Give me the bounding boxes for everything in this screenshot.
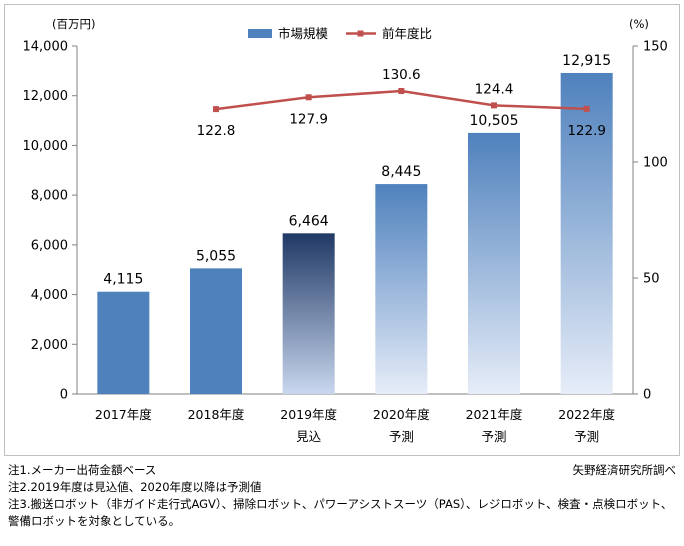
bar-value-label: 8,445: [381, 164, 421, 180]
bar-1: [97, 291, 150, 394]
growth-rate-label: 122.9: [567, 123, 606, 139]
growth-rate-label: 122.8: [197, 123, 236, 139]
line-series: 122.8 127.9 130.6 124.4 122.9: [197, 67, 606, 139]
left-axis: 0 2,000 4,000 6,000 8,000 10,000 12,000 14,000: [23, 40, 633, 403]
left-tick-label: 2,000: [31, 338, 68, 353]
bar-value-label: 6,464: [289, 213, 329, 229]
growth-rate-label: 124.4: [475, 81, 514, 97]
growth-rate-label: 127.9: [289, 111, 328, 127]
growth-rate-marker: [213, 106, 219, 113]
bar-2: [190, 268, 242, 394]
legend-line-marker: [357, 30, 364, 37]
footnote-1: 注1.メーカー出荷金額ベース: [8, 463, 157, 477]
footnote-2: 注2.2019年度は見込値、2020年度以降は予測値: [8, 480, 262, 494]
right-tick-label: 150: [643, 40, 668, 55]
growth-rate-marker: [583, 105, 590, 112]
growth-rate-marker: [491, 102, 497, 109]
x-tick-label: 2019年度: [280, 407, 337, 422]
x-tick-sublabel: 予測: [574, 429, 599, 444]
x-axis-labels: 2017年度 2018年度 2019年度見込2020年度予測2021年度予測2022…: [95, 407, 616, 444]
bar-value-label: 5,055: [196, 248, 236, 264]
x-tick-label: 2021年度: [466, 407, 523, 422]
bar-4: [375, 184, 428, 394]
bar-6: [560, 72, 613, 394]
x-tick-sublabel: 予測: [389, 429, 414, 444]
footnote-3: 注3.搬送ロボット（非ガイド走行式AGV）、掃除ロボット、パワーアシストスーツ（…: [8, 497, 673, 511]
left-tick-label: 14,000: [23, 40, 69, 55]
legend: 市場規模 前年度比: [248, 26, 432, 41]
growth-rate-label: 130.6: [382, 67, 421, 83]
bar-5: [468, 132, 520, 394]
bar-value-labels: 4,115 5,055 6,464 8,445 10,505 12,915: [103, 53, 611, 288]
left-tick-label: 0: [60, 388, 68, 403]
bar-series: [97, 72, 613, 394]
x-tick-label: 2018年度: [188, 407, 245, 422]
footnotes: 注1.メーカー出荷金額ベース 注2.2019年度は見込値、2020年度以降は予測…: [8, 462, 676, 530]
x-tick-sublabel: 予測: [481, 429, 506, 444]
left-tick-label: 12,000: [23, 89, 69, 104]
bar-3: [282, 233, 335, 394]
footnote-4: 警備ロボットを対象としている。: [8, 514, 181, 528]
left-tick-label: 8,000: [31, 189, 68, 204]
right-axis-unit: (%): [629, 17, 649, 31]
right-axis: 0 50 100 150: [632, 40, 668, 403]
right-tick-label: 100: [643, 156, 668, 171]
legend-line-label: 前年度比: [382, 26, 432, 41]
right-tick-label: 0: [643, 388, 651, 403]
legend-bar-swatch: [248, 29, 272, 38]
left-axis-unit: (百万円): [52, 17, 95, 31]
source-credit: 矢野経済研究所調べ: [572, 463, 677, 477]
x-tick-sublabel: 見込: [296, 429, 322, 444]
growth-rate-marker: [305, 94, 312, 101]
left-tick-label: 6,000: [31, 238, 68, 253]
market-size-chart: (百万円) (%) 市場規模 前年度比 0 2,000 4,000 6,000 8,00…: [23, 17, 668, 444]
bar-value-label: 12,915: [562, 53, 611, 69]
x-tick-label: 2017年度: [95, 407, 152, 422]
bar-value-label: 10,505: [470, 113, 519, 129]
left-tick-label: 4,000: [31, 288, 68, 303]
chart-frame: [4, 4, 680, 456]
x-tick-label: 2022年度: [558, 407, 615, 422]
x-tick-label: 2020年度: [373, 407, 430, 422]
left-tick-label: 10,000: [23, 139, 69, 154]
bar-value-label: 4,115: [103, 272, 143, 288]
legend-bar-label: 市場規模: [278, 26, 329, 41]
growth-rate-marker: [398, 88, 405, 95]
right-tick-label: 50: [643, 272, 660, 287]
